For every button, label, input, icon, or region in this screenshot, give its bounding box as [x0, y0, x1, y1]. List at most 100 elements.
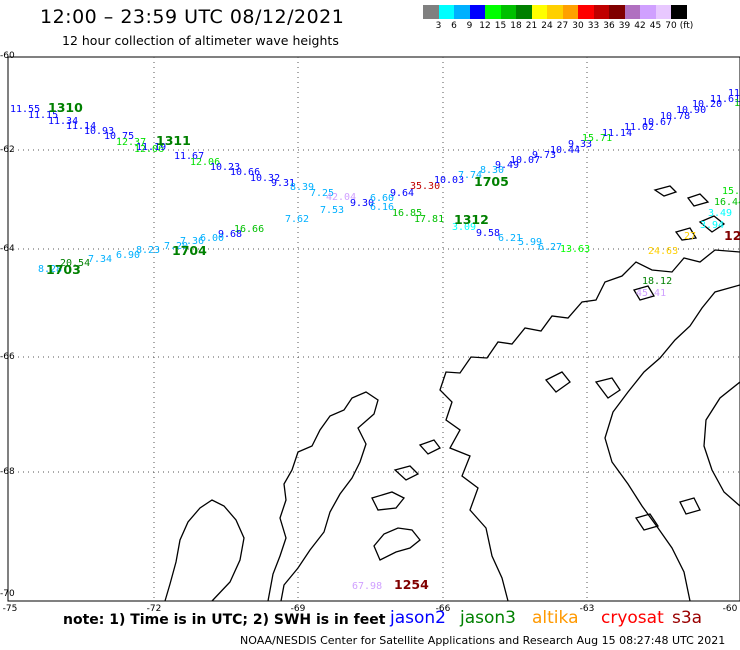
swh-observation: 67.98: [352, 581, 382, 592]
lat-label: -62: [0, 145, 15, 155]
pass-time-layer: 1310 1311 1705 1312 1704 1703 12 1254: [46, 100, 740, 592]
colorbar-label: 24: [541, 21, 553, 31]
colorbar-label: 36: [603, 21, 615, 31]
swh-observation: 3.49: [708, 208, 732, 219]
swh-observation: 7.25: [310, 188, 334, 199]
lon-label: -66: [435, 604, 451, 614]
legend-item-jason2: jason2: [390, 608, 446, 628]
swh-observation: 9.68: [218, 229, 242, 240]
coastline: [164, 185, 740, 602]
pass-time-label: 1310: [48, 100, 83, 115]
lon-label: -60: [722, 604, 738, 614]
map-subtitle: 12 hour collection of altimeter wave hei…: [62, 33, 339, 48]
swh-observation: 9.33: [568, 139, 592, 150]
swh-observation: 6.00: [200, 233, 224, 244]
colorbar-swatch: [485, 5, 501, 19]
swh-observation: 11.14: [602, 128, 632, 139]
wave-height-colorbar: [423, 5, 687, 19]
pass-time-label: 1254: [394, 577, 429, 592]
colorbar-label: 45: [649, 21, 662, 31]
swh-observation: 6.16: [370, 202, 394, 213]
swh-observation: 16.66: [234, 224, 264, 235]
swh-observation: 10.23: [210, 162, 240, 173]
swh-observation: 42.04: [326, 192, 356, 203]
colorbar-swatch: [609, 5, 625, 19]
lon-label: -75: [2, 604, 18, 614]
swh-observation: 6.27: [538, 242, 562, 253]
colorbar-swatch: [516, 5, 532, 19]
swh-observation: 7.74: [458, 170, 482, 181]
colorbar-swatch: [454, 5, 470, 19]
swh-observation: 3.94: [700, 220, 724, 231]
lat-label: -70: [0, 589, 15, 599]
lat-label: -68: [0, 467, 15, 477]
swh-observation: 11.55: [10, 104, 40, 115]
credit-line: NOAA/NESDIS Center for Satellite Applica…: [240, 634, 726, 647]
swh-observation: 10.90: [676, 105, 706, 116]
swh-observation: 8.23: [136, 245, 160, 256]
colorbar-label: 3: [435, 21, 442, 31]
graticule: [8, 57, 740, 601]
legend-item-altika: altika: [532, 608, 579, 628]
swh-observation: 13.63: [560, 244, 590, 255]
lat-label: -60: [0, 51, 15, 61]
swh-observation: 20.54: [60, 258, 90, 269]
colorbar-label: 33: [587, 21, 600, 31]
swh-observation: 8.28: [38, 264, 62, 275]
swh-observation: 11.67: [174, 151, 204, 162]
swh-observation: 12.37: [116, 137, 146, 148]
swh-observation: 8.39: [290, 182, 314, 193]
colorbar-swatch: [655, 5, 671, 19]
swh-observation: 6.60: [370, 193, 394, 204]
colorbar-swatch: [593, 5, 609, 19]
swh-observation: 8.30: [480, 165, 504, 176]
pass-time-label: 12: [724, 228, 740, 243]
map-frame: [7, 56, 740, 602]
colorbar-label: 42: [634, 21, 646, 31]
pass-time-label: 1312: [454, 212, 489, 227]
colorbar-label: 30: [572, 21, 584, 31]
swh-observation: 10.44: [550, 145, 580, 156]
colorbar-swatch: [438, 5, 454, 19]
colorbar-swatch: [562, 5, 578, 19]
swh-observation: 35.30: [410, 181, 440, 192]
colorbar-swatch: [671, 5, 687, 19]
observation-layer: 11.5511.1511.3411.1410.9310.7512.3712.06…: [10, 88, 740, 592]
map-title: 12:00 – 23:59 UTC 08/12/2021: [40, 6, 345, 28]
colorbar-label: 15: [494, 21, 507, 31]
swh-observation: 7.53: [320, 205, 344, 216]
colorbar-labels: 3 6 9 12 15 18 21 24 27 30 33 36 39 42 45 70 (ft): [423, 21, 740, 33]
swh-observation: 7.20: [164, 241, 188, 252]
swh-observation: 5.99: [518, 237, 542, 248]
swh-observation: 24.63: [648, 246, 678, 257]
swh-observation: 9.58: [476, 228, 500, 239]
legend-item-s3a: s3a: [672, 608, 703, 628]
swh-observation: 12.06: [134, 144, 164, 155]
pass-time-label: 1704: [172, 243, 207, 258]
swh-observation: 15.71: [582, 133, 612, 144]
swh-observation: 16.85: [392, 208, 422, 219]
legend-item-cryosat: cryosat: [601, 608, 664, 628]
swh-observation: 10.75: [104, 131, 134, 142]
swh-observation: 6.90: [116, 250, 140, 261]
colorbar-label: 9: [466, 21, 473, 31]
swh-observation: 18.12: [642, 276, 672, 287]
legend-item-jason3: jason3: [460, 608, 516, 628]
swh-observation: 16.44: [714, 197, 740, 208]
swh-observation: 10.93: [84, 126, 114, 137]
lat-label: -66: [0, 352, 15, 362]
footer-note: note: 1) Time is in UTC; 2) SWH is in fe…: [63, 612, 386, 628]
swh-observation: 45.41: [636, 288, 666, 299]
swh-observation: 6.21: [498, 233, 522, 244]
swh-observation: 9.73: [532, 150, 556, 161]
colorbar-swatch: [469, 5, 485, 19]
swh-observation: 11.61: [710, 94, 740, 105]
pass-time-label: 1705: [474, 174, 509, 189]
lon-label: -63: [579, 604, 595, 614]
colorbar-swatch: [531, 5, 547, 19]
swh-observation: 16: [734, 98, 740, 109]
swh-observation: 12.06: [190, 157, 220, 168]
swh-observation: 10.78: [660, 111, 690, 122]
lon-label: -72: [146, 604, 162, 614]
colorbar-label: 39: [618, 21, 631, 31]
